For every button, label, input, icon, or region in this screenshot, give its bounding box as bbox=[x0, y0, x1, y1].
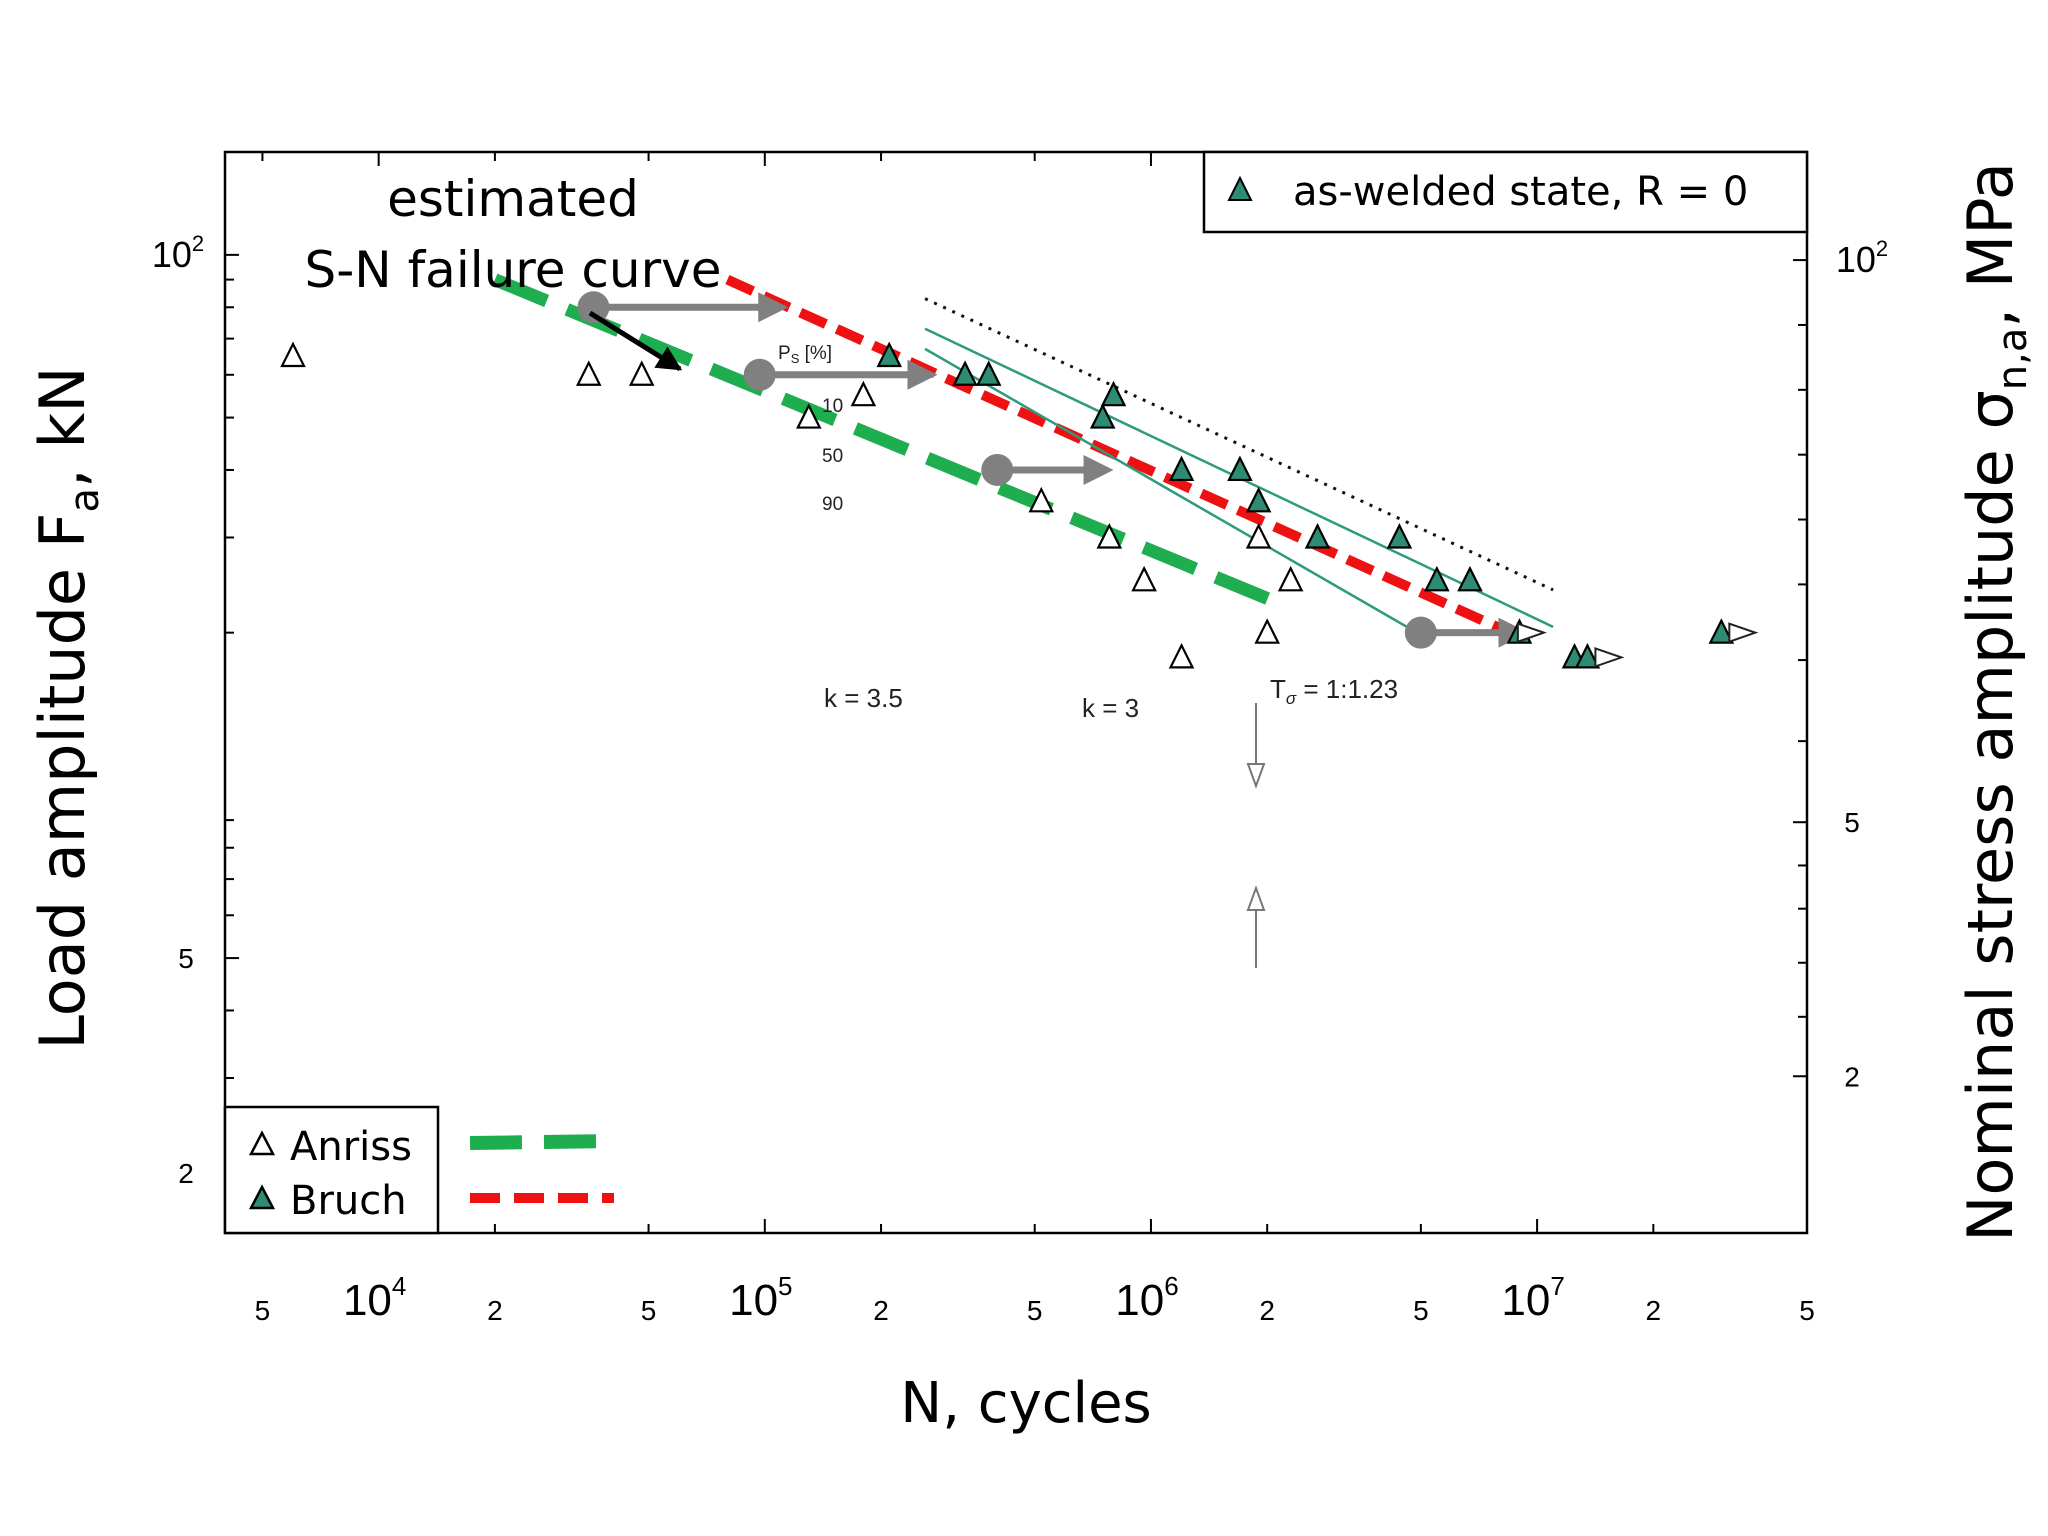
y-tick-label: 102 bbox=[152, 231, 204, 275]
anriss-point bbox=[850, 380, 877, 407]
bruch-point bbox=[1304, 523, 1331, 549]
x-tick-label: 5 bbox=[255, 1295, 271, 1326]
runout-arrow-marker bbox=[1728, 622, 1759, 644]
anriss-point bbox=[1131, 565, 1157, 592]
anriss-point bbox=[1096, 523, 1123, 549]
anriss-point bbox=[796, 403, 822, 429]
x-tick-label: 5 bbox=[641, 1295, 657, 1326]
t-sigma-indicator bbox=[1246, 703, 1266, 968]
curve-line-0 bbox=[492, 273, 1286, 612]
bruch-point bbox=[1227, 455, 1253, 482]
x-tick-label: 105 bbox=[729, 1271, 792, 1325]
shift-arrow-head bbox=[907, 359, 938, 390]
ps-label-50: 50 bbox=[822, 446, 843, 467]
x-tick-label: 2 bbox=[873, 1295, 889, 1326]
bruch-point bbox=[1386, 523, 1413, 549]
y-axis-title: Load amplitude Fa, kN bbox=[26, 366, 108, 1049]
anriss-point bbox=[575, 360, 602, 386]
bruch-point bbox=[876, 341, 903, 368]
y-tick-label: 2 bbox=[178, 1158, 194, 1189]
curve-line-4 bbox=[924, 347, 1408, 628]
y2-tick-label: 5 bbox=[1844, 807, 1860, 838]
runout-arrow-marker bbox=[1516, 622, 1547, 644]
bruch-point bbox=[1457, 565, 1483, 592]
shift-arrows bbox=[577, 291, 1529, 649]
axis-ticks: 5 104 2 5 105 2 5 106 2 5 107 2 5 2 5 102 2 5 102 bbox=[152, 152, 1888, 1326]
runout-arrow-marker bbox=[1594, 646, 1625, 668]
x-tick-label: 2 bbox=[1646, 1295, 1662, 1326]
curves bbox=[492, 273, 1554, 638]
legend-bruch-label: Bruch bbox=[290, 1178, 407, 1224]
y2-tick-label: 102 bbox=[1836, 236, 1888, 280]
x-tick-label: 5 bbox=[1799, 1295, 1815, 1326]
bruch-point bbox=[1100, 380, 1127, 407]
bruch-point bbox=[1424, 565, 1450, 592]
anriss-point bbox=[1168, 642, 1195, 669]
bruch-point bbox=[1168, 455, 1195, 482]
t-sigma-label: Tσ = 1:1.23 bbox=[1270, 674, 1398, 708]
x-tick-label: 5 bbox=[1413, 1295, 1429, 1326]
callout-line1: estimated bbox=[387, 170, 639, 228]
ps-header: PS [%] bbox=[778, 343, 832, 366]
anriss-point bbox=[1277, 565, 1304, 592]
anriss-point bbox=[1254, 618, 1280, 644]
ps-label-90: 90 bbox=[822, 494, 843, 515]
legend-top-label: as-welded state, R = 0 bbox=[1293, 169, 1748, 215]
callout-line2: S-N failure curve bbox=[305, 241, 722, 299]
anriss-point bbox=[280, 341, 306, 368]
k-left-label: k = 3.5 bbox=[824, 683, 903, 713]
legend-top: as-welded state, R = 0 bbox=[1202, 150, 1809, 234]
shift-arrow-head bbox=[1083, 454, 1114, 485]
anriss-point bbox=[1028, 486, 1055, 513]
bruch-point bbox=[1574, 642, 1601, 669]
ps-label-10: 10 bbox=[822, 396, 843, 417]
k-right-label: k = 3 bbox=[1082, 693, 1139, 723]
anriss-point bbox=[628, 360, 655, 386]
x-tick-label: 104 bbox=[343, 1271, 406, 1325]
x-tick-label: 2 bbox=[487, 1295, 503, 1326]
legend-anriss-triangle-icon bbox=[248, 1130, 276, 1156]
shift-arrow-head bbox=[758, 292, 789, 323]
callout-arrow bbox=[588, 310, 683, 372]
x-tick-label: 2 bbox=[1259, 1295, 1275, 1326]
y2-axis-title: Nominal stress amplitude σn,a, MPa bbox=[1954, 162, 2036, 1242]
y2-tick-label: 2 bbox=[1844, 1061, 1860, 1092]
bruch-point bbox=[975, 360, 1002, 386]
bruch-point bbox=[1245, 486, 1272, 513]
anriss-point bbox=[1245, 523, 1272, 549]
bruch-point bbox=[952, 360, 978, 386]
legend-bottom: Anriss Bruch bbox=[223, 1105, 440, 1235]
x-tick-label: 5 bbox=[1027, 1295, 1043, 1326]
x-tick-label: 107 bbox=[1501, 1271, 1564, 1325]
y-tick-label: 5 bbox=[178, 943, 194, 974]
legend-top-triangle-icon bbox=[1227, 175, 1253, 201]
x-tick-label: 106 bbox=[1115, 1271, 1178, 1325]
bruch-point bbox=[1708, 618, 1735, 644]
data-points bbox=[280, 341, 1759, 669]
legend-bruch-triangle-icon bbox=[248, 1184, 276, 1210]
legend-anriss-label: Anriss bbox=[290, 1124, 412, 1170]
curve-line-2 bbox=[924, 297, 1554, 592]
plot-frame bbox=[223, 150, 1809, 1235]
curve-line-1 bbox=[725, 275, 1512, 638]
legend-green-dash bbox=[469, 1134, 615, 1150]
x-axis-title: N, cycles bbox=[900, 1371, 1151, 1436]
bruch-point bbox=[1089, 403, 1116, 429]
